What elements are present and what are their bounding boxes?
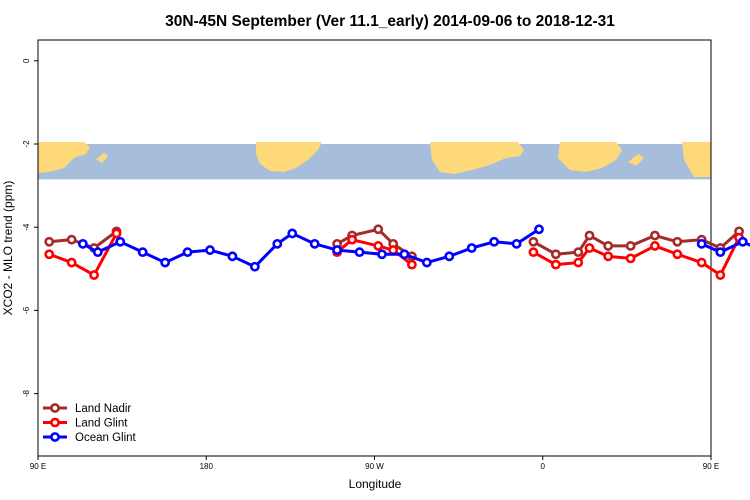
data-point: [399, 249, 410, 260]
data-point: [249, 261, 260, 272]
world-map-strip: [38, 142, 711, 180]
y-axis-label: XCO2 - MLO trend (ppm): [1, 181, 15, 316]
data-point: [444, 251, 455, 262]
data-point: [696, 257, 707, 268]
data-point: [737, 236, 748, 247]
data-point: [272, 238, 283, 249]
map-land: [38, 142, 711, 177]
data-point: [44, 249, 55, 260]
data-point: [115, 236, 126, 247]
data-point: [44, 236, 55, 247]
x-tick-label: 90 E: [30, 462, 46, 471]
data-point: [421, 257, 432, 268]
data-point: [650, 241, 660, 251]
data-point: [715, 270, 726, 280]
data-point: [309, 238, 320, 249]
land-mass-1: [96, 153, 108, 163]
data-point: [550, 259, 561, 270]
legend-label: Ocean Glint: [75, 432, 137, 444]
series-layer: [44, 224, 750, 280]
x-tick-label: 90 E: [703, 462, 719, 471]
data-point: [550, 249, 561, 260]
data-point: [388, 245, 399, 255]
legend-item: Ocean Glint: [43, 432, 137, 444]
data-point: [182, 247, 193, 258]
data-point: [625, 241, 636, 251]
legend-item: Land Nadir: [43, 403, 131, 415]
land-mass-2: [256, 142, 322, 172]
land-mass-7: [682, 142, 711, 177]
data-point: [534, 224, 544, 235]
data-point: [696, 238, 707, 249]
data-point: [584, 230, 595, 241]
data-point: [347, 234, 357, 245]
data-point: [354, 247, 365, 258]
data-point: [66, 234, 77, 245]
x-tick-label: 180: [200, 462, 214, 471]
data-point: [625, 253, 636, 264]
data-point: [92, 247, 103, 258]
x-axis-label: Longitude: [349, 477, 402, 491]
legend-swatch-point: [50, 432, 60, 442]
x-axis: 90 E 180 90 W 0 90 E: [30, 456, 719, 471]
legend-swatch-point: [50, 417, 60, 428]
data-point: [573, 247, 584, 258]
chart-title: 30N-45N September (Ver 11.1_early) 2014-…: [165, 13, 615, 30]
data-point: [332, 245, 343, 255]
y-axis: 0 -2 -4 -6 -8: [22, 58, 38, 397]
x-tick-label: 90 W: [365, 462, 384, 471]
data-point: [77, 238, 88, 249]
data-point: [160, 257, 171, 268]
data-point: [603, 251, 614, 262]
data-point: [377, 249, 387, 260]
data-point: [89, 270, 99, 280]
legend-label: Land Nadir: [75, 403, 131, 415]
land-mass-4: [446, 158, 456, 166]
data-point: [111, 228, 122, 239]
data-point: [373, 241, 384, 251]
series-line: [48, 232, 118, 277]
y-tick-label: -4: [22, 223, 31, 231]
data-point: [489, 236, 500, 247]
data-point: [715, 247, 726, 258]
y-tick-label: 0: [22, 58, 31, 63]
series-land-glint: [44, 228, 744, 280]
y-tick-label: -8: [22, 389, 31, 397]
land-mass-6: [628, 154, 644, 166]
legend-label: Land Glint: [75, 418, 128, 430]
data-point: [466, 243, 477, 253]
data-point: [511, 238, 522, 249]
data-point: [66, 257, 77, 268]
data-point: [650, 230, 660, 241]
data-point: [137, 247, 148, 258]
y-tick-label: -2: [22, 140, 31, 148]
y-tick-label: -6: [22, 306, 31, 314]
legend: Land Nadir Land Glint Ocean Glint: [43, 403, 137, 444]
series-line: [82, 228, 540, 269]
data-point: [573, 257, 584, 268]
land-mass-3: [430, 142, 524, 174]
legend-swatch-point: [50, 403, 60, 413]
x-tick-label: 0: [541, 462, 546, 471]
land-mass-0: [38, 142, 90, 173]
data-point: [373, 224, 384, 235]
data-point: [672, 236, 683, 247]
data-point: [406, 259, 417, 270]
data-point: [287, 228, 298, 239]
data-point: [672, 249, 683, 260]
data-point: [205, 245, 215, 255]
land-mass-5: [558, 142, 622, 172]
data-point: [528, 236, 539, 247]
legend-item: Land Glint: [43, 418, 128, 430]
data-point: [584, 243, 595, 253]
data-point: [528, 247, 539, 258]
data-point: [227, 251, 238, 262]
series-ocean-glint: [77, 224, 750, 272]
data-point: [603, 241, 614, 251]
